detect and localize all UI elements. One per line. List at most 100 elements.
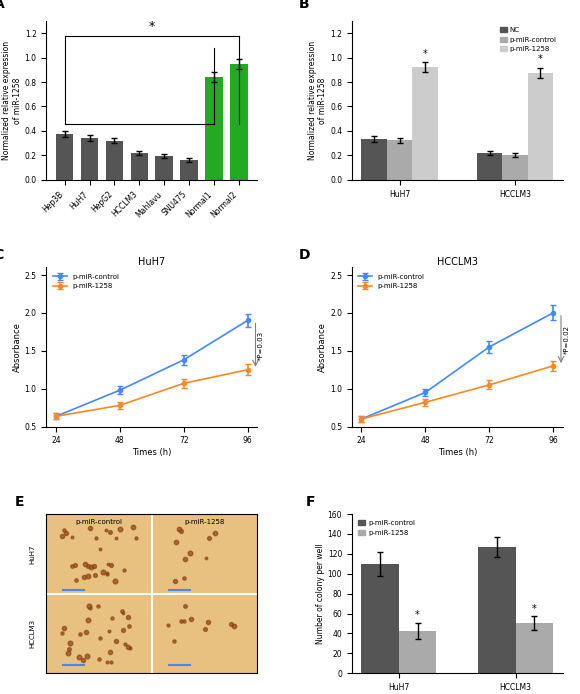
Point [124,612,133,623]
Point [102,524,111,535]
Point [86,561,95,573]
X-axis label: Times (h): Times (h) [132,448,172,457]
Bar [399,632,436,673]
Point [84,561,93,572]
Bar [387,140,412,180]
Bar [478,547,516,673]
Point [106,647,115,658]
Text: *: * [415,611,420,620]
Point [120,638,129,649]
Point [129,522,138,533]
Legend: NC, p-miR-control, p-miR-1258: NC, p-miR-control, p-miR-1258 [497,24,559,55]
X-axis label: Times (h): Times (h) [437,448,477,457]
Point [82,650,92,661]
Legend: p-miR-control, p-miR-1258: p-miR-control, p-miR-1258 [50,271,122,292]
Point [57,530,66,541]
Point [78,654,88,666]
Legend: p-miR-control, p-miR-1258: p-miR-control, p-miR-1258 [356,518,418,539]
Point [210,527,219,538]
Text: p-miR-control: p-miR-control [75,519,122,525]
Point [93,600,103,611]
Bar [81,138,98,180]
Bar [130,153,148,180]
Point [84,570,93,582]
Text: HuH7: HuH7 [30,544,36,564]
Point [67,560,77,571]
Text: F: F [306,495,315,509]
Bar [412,67,438,180]
Point [81,627,90,638]
Point [200,623,209,634]
Point [95,632,104,643]
Point [103,656,112,667]
Point [125,643,135,654]
Point [91,532,100,543]
Point [86,603,95,614]
Point [84,601,93,612]
Y-axis label: Normalized relative expression
of miR-1258: Normalized relative expression of miR-12… [2,41,22,160]
Bar [205,77,223,180]
Point [176,526,185,537]
Point [179,573,188,584]
Bar [477,153,502,180]
Point [174,524,183,535]
Point [170,575,179,586]
Text: *: * [423,49,427,59]
Point [79,571,89,582]
Point [169,636,178,647]
Point [60,623,69,634]
Point [61,527,70,539]
Point [201,552,211,564]
Point [123,642,132,653]
Point [95,654,104,665]
Point [85,523,94,534]
Point [89,560,99,571]
Point [181,553,190,564]
Point [67,531,77,542]
Point [179,616,188,627]
Bar [106,141,123,180]
Point [90,570,99,581]
Point [107,559,116,570]
Bar [361,139,387,180]
Point [71,575,81,586]
Point [98,566,107,577]
Y-axis label: Normalized relative expression
of miR-1258: Normalized relative expression of miR-12… [308,41,327,160]
Title: HCCLM3: HCCLM3 [437,257,478,266]
Y-axis label: Absorbance: Absorbance [318,322,327,372]
Point [119,565,129,576]
Bar [230,65,248,180]
Point [75,651,84,662]
Text: p-miR-1258: p-miR-1258 [184,519,224,525]
Point [104,558,113,569]
Point [186,548,195,559]
Text: D: D [299,248,311,262]
Y-axis label: Absorbance: Absorbance [13,322,22,372]
Point [83,615,92,626]
Point [75,628,85,639]
Point [112,533,121,544]
Point [187,613,196,625]
Point [65,643,74,654]
Point [58,627,67,638]
Text: A: A [0,0,5,11]
Point [171,536,180,547]
Point [105,526,114,537]
Text: *P=0.02: *P=0.02 [564,325,570,354]
Point [118,607,128,618]
Point [103,567,112,578]
Y-axis label: Number of colony per well: Number of colony per well [316,543,325,644]
Point [226,619,235,630]
Point [204,533,213,544]
Text: B: B [299,0,310,11]
Point [110,576,119,587]
Point [131,533,140,544]
Text: *: * [538,54,543,65]
Point [230,620,239,632]
Point [180,601,190,612]
Point [177,615,186,626]
Point [115,523,125,534]
Text: E: E [15,495,24,509]
Text: HCCLM3: HCCLM3 [30,619,36,648]
Bar [502,155,528,180]
